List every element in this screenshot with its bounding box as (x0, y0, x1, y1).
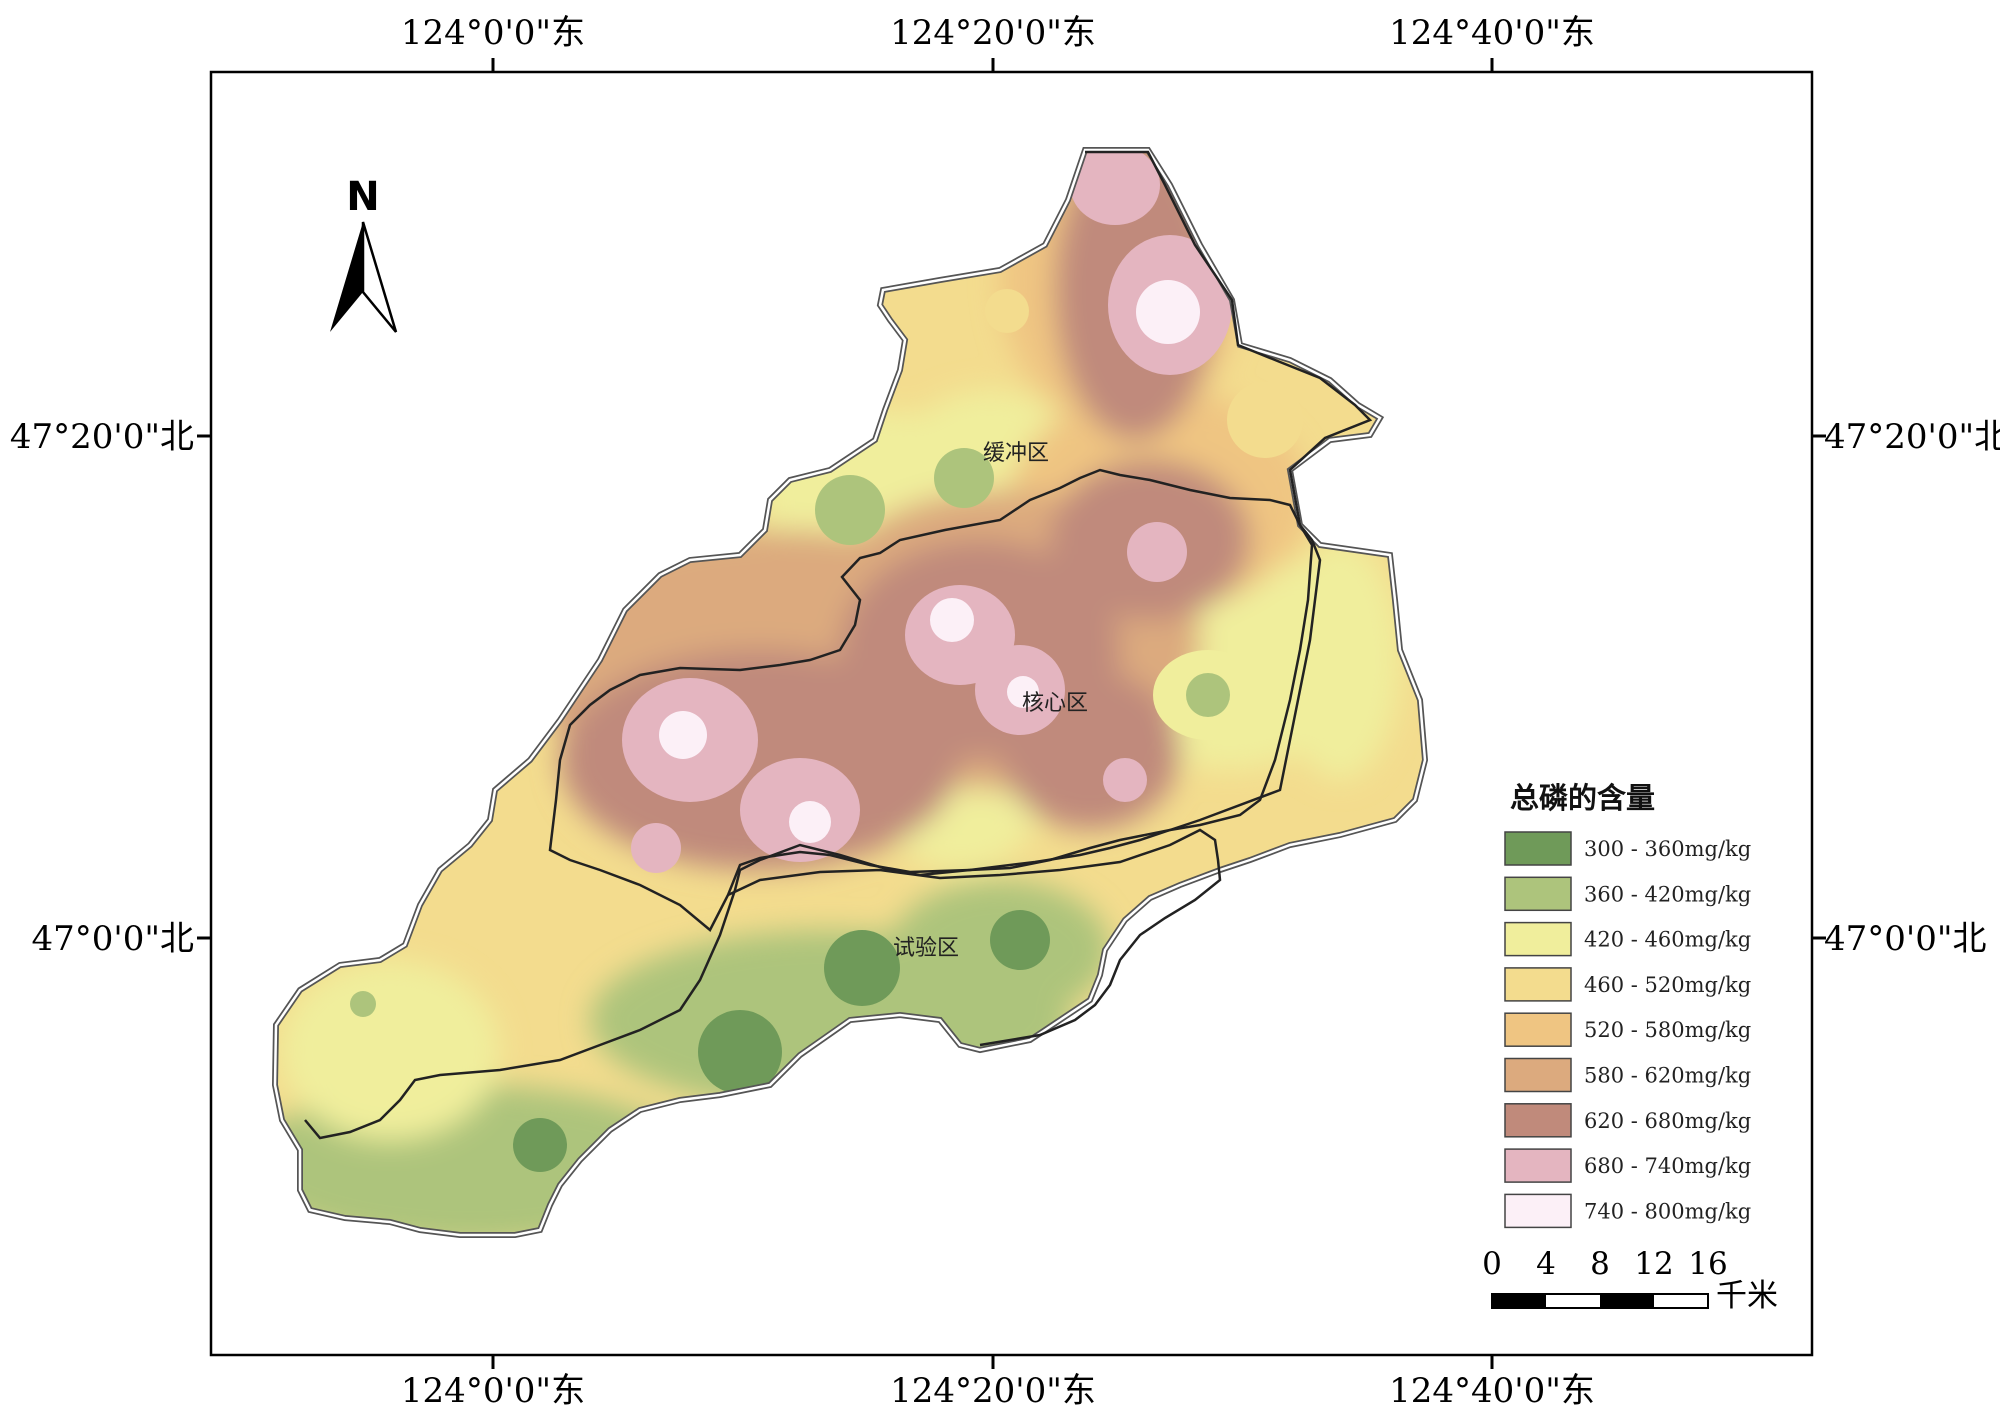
legend-swatch (1504, 1148, 1572, 1183)
legend-label: 460 - 520mg/kg (1584, 973, 1751, 997)
legend-swatch (1504, 1012, 1572, 1047)
zone-label-core: 核心区 (1022, 691, 1088, 716)
legend-swatch (1504, 876, 1572, 912)
scale-segment (1492, 1294, 1546, 1308)
axis-label-bottom-2: 124°20'0"东 (890, 1371, 1096, 1411)
legend-label: 360 - 420mg/kg (1584, 882, 1751, 906)
scale-tick-label: 16 (1688, 1246, 1727, 1282)
high-spot (631, 823, 681, 873)
legend: 总磷的含量 300 - 360mg/kg 360 - 420mg/kg 420 - … (1504, 781, 1751, 1229)
peak-spot (789, 801, 831, 843)
legend-label: 620 - 680mg/kg (1584, 1109, 1751, 1133)
legend-label: 420 - 460mg/kg (1584, 928, 1751, 952)
high-spot (1070, 150, 1160, 225)
axis-label-top-3: 124°40'0"东 (1389, 13, 1595, 53)
legend-swatch (1504, 921, 1572, 957)
peak-spot (1007, 676, 1039, 708)
axis-label-left-1: 47°20'0"北 (10, 417, 194, 457)
high-spot (1127, 522, 1187, 582)
north-label: N (346, 174, 379, 220)
low-spot (1186, 673, 1230, 717)
frame-ticks (197, 58, 1826, 1369)
low-spot (815, 475, 885, 545)
peak-spot (1136, 280, 1200, 344)
legend-swatch (1504, 1057, 1572, 1093)
zone-label-experiment: 试验区 (893, 936, 959, 961)
low-spot (698, 1010, 782, 1094)
axis-label-top-1: 124°0'0"东 (401, 13, 585, 53)
low-spot (990, 910, 1050, 970)
low-spot (350, 991, 376, 1017)
axis-label-left-2: 47°0'0"北 (31, 919, 194, 959)
north-arrow-icon (330, 221, 398, 333)
axis-label-bottom-1: 124°0'0"东 (401, 1371, 585, 1411)
axis-label-top-2: 124°20'0"东 (890, 13, 1096, 53)
scale-bar: 0 4 8 12 16 千米 (1482, 1246, 1778, 1314)
scale-tick-label: 4 (1536, 1246, 1556, 1282)
low-spot (824, 930, 900, 1006)
scale-tick-label: 8 (1590, 1246, 1610, 1282)
low-spot (1227, 382, 1303, 458)
zone-label-buffer: 缓冲区 (983, 441, 1049, 466)
axis-label-bottom-3: 124°40'0"东 (1389, 1371, 1595, 1411)
legend-swatch (1504, 831, 1572, 866)
legend-swatch (1504, 1193, 1572, 1229)
core-zone-boundary (548, 468, 1314, 932)
low-spot (985, 289, 1029, 333)
axis-label-right-1: 47°20'0"北 (1824, 417, 2000, 457)
scale-tick-label: 0 (1482, 1246, 1502, 1282)
scale-tick-label: 12 (1634, 1246, 1673, 1282)
legend-label: 300 - 360mg/kg (1584, 837, 1751, 861)
legend-label: 520 - 580mg/kg (1584, 1018, 1751, 1042)
legend-swatch (1504, 1103, 1572, 1138)
legend-label: 740 - 800mg/kg (1584, 1199, 1751, 1223)
high-spot (1103, 758, 1147, 802)
scale-segment (1600, 1294, 1654, 1308)
legend-title: 总磷的含量 (1510, 781, 1655, 815)
low-spot (513, 1118, 567, 1172)
legend-swatch (1504, 967, 1572, 1002)
low-spot (934, 448, 994, 508)
legend-label: 680 - 740mg/kg (1584, 1154, 1751, 1178)
axis-label-right-2: 47°0'0"北 (1824, 919, 1987, 959)
scale-unit: 千米 (1716, 1278, 1778, 1314)
experiment-zone-boundary (727, 828, 1222, 1047)
legend-label: 580 - 620mg/kg (1584, 1064, 1751, 1088)
peak-spot (659, 711, 707, 759)
peak-spot (930, 598, 974, 642)
